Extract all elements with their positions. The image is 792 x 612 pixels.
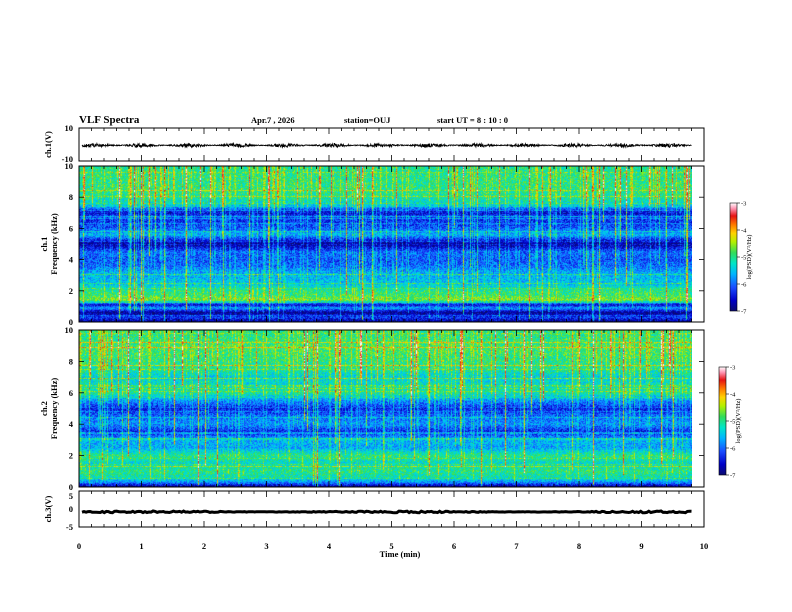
ch1-waveform-frame [78, 127, 705, 162]
colorbar-tick-label: -5 [730, 418, 735, 425]
ch1-spectrogram-frame [78, 165, 705, 323]
ch1-spectrogram-image [79, 166, 692, 322]
ch3-waveform-frame [78, 490, 705, 528]
start-ut-label: start UT = 8 : 10 : 0 [437, 115, 508, 125]
ch2-spectrogram-panel: 0 2 4 6 8 10 ch.2 Frequency (kHz) [39, 325, 705, 492]
ch1-colorbar-ticks: -3 -4 -5 -6 -7 [737, 200, 747, 315]
ch1-ytick-label: -10 [62, 154, 73, 164]
time-tick-label: 9 [639, 541, 643, 551]
ch1-colorbar: -3 -4 -5 -6 -7 log(PSD)(V²/Hz) [729, 200, 753, 315]
colorbar-tick-label: -3 [730, 364, 735, 371]
ch1-freq-tick-labels: 0 2 4 6 8 10 [65, 161, 704, 327]
ch1-ylabel: ch.1(V) [43, 131, 53, 158]
ch2-colorbar-scale [718, 366, 727, 476]
ch2-colorbar-ticks: -3 -4 -5 -6 -7 [726, 364, 736, 479]
ch1-waveform-panel: 10 -10 ch.1(V) [43, 123, 705, 164]
time-tick-label: 0 [77, 541, 81, 551]
freq-tick-label: 8 [69, 192, 73, 202]
ch1-ytick-label: 10 [65, 123, 74, 133]
freq-tick-label: 0 [69, 317, 73, 327]
chart-title: VLF Spectra [79, 114, 140, 126]
ch1-spectrogram-panel: 0 2 4 6 8 10 ch.1 Frequency (kHz) [39, 161, 705, 327]
ch1-colorbar-scale [729, 202, 738, 312]
freq-tick-label: 6 [69, 223, 73, 233]
colorbar-tick-label: -7 [741, 308, 747, 315]
colorbar-tick-label: -3 [741, 200, 746, 207]
ch3-waveform-line [81, 509, 692, 515]
time-tick-label: 5 [389, 541, 393, 551]
time-tick-label: 4 [327, 541, 332, 551]
ch1-waveform-line [81, 141, 692, 149]
colorbar-tick-label: -5 [741, 254, 746, 261]
ch3-ytick-label: 5 [69, 491, 73, 501]
ch2-spectrogram-frame [78, 329, 705, 488]
ch3-ytick-label: 0 [69, 504, 73, 514]
freq-tick-label: 2 [69, 451, 73, 461]
time-tick-labels: 0 1 2 3 4 5 6 7 8 9 10 [77, 541, 708, 551]
time-tick-label: 10 [700, 541, 709, 551]
ch3-waveform-panel: 5 0 -5 ch.3(V) 0 1 2 3 4 5 6 7 8 9 10 Time (min) [43, 490, 708, 559]
freq-tick-label: 0 [69, 482, 73, 492]
ch2-freq-tick-labels: 0 2 4 6 8 10 [65, 325, 704, 492]
time-tick-label: 8 [577, 541, 581, 551]
freq-tick-label: 8 [69, 356, 73, 366]
freq-tick-label: 10 [65, 161, 74, 171]
colorbar-tick-label: -4 [730, 391, 736, 398]
freq-tick-label: 4 [69, 419, 74, 429]
ch2-colorbar-label: log(PSD)(V²/Hz) [735, 399, 742, 444]
date-label: Apr.7 , 2026 [251, 115, 295, 125]
ch2-spectrogram-image [79, 330, 692, 487]
colorbar-tick-label: -6 [730, 445, 736, 452]
freq-tick-label: 2 [69, 286, 73, 296]
ch2-spectrogram-channel-label: ch.2 [39, 401, 49, 416]
time-tick-label: 2 [202, 541, 206, 551]
freq-tick-label: 4 [69, 255, 74, 265]
time-tick-label: 3 [264, 541, 268, 551]
colorbar-tick-label: -7 [730, 472, 736, 479]
ch3-ylabel: ch.3(V) [43, 495, 53, 522]
ch3-ytick-label: -5 [66, 522, 73, 532]
colorbar-tick-label: -6 [741, 281, 747, 288]
time-tick-label: 7 [514, 541, 519, 551]
time-axis-label: Time (min) [380, 549, 421, 559]
ch1-spectrogram-channel-label: ch.1 [39, 237, 49, 252]
time-tick-label: 1 [139, 541, 143, 551]
ch1-spectrogram-ylabel: Frequency (kHz) [49, 213, 59, 275]
ch2-colorbar: -3 -4 -5 -6 -7 log(PSD)(V²/Hz) [718, 364, 742, 479]
ch2-spectrogram-ylabel: Frequency (kHz) [49, 378, 59, 440]
ch1-colorbar-label: log(PSD)(V²/Hz) [746, 235, 753, 280]
freq-tick-label: 10 [65, 325, 74, 335]
colorbar-tick-label: -4 [741, 227, 747, 234]
freq-tick-label: 6 [69, 388, 73, 398]
station-label: station=OUJ [344, 115, 391, 125]
time-tick-label: 6 [452, 541, 456, 551]
